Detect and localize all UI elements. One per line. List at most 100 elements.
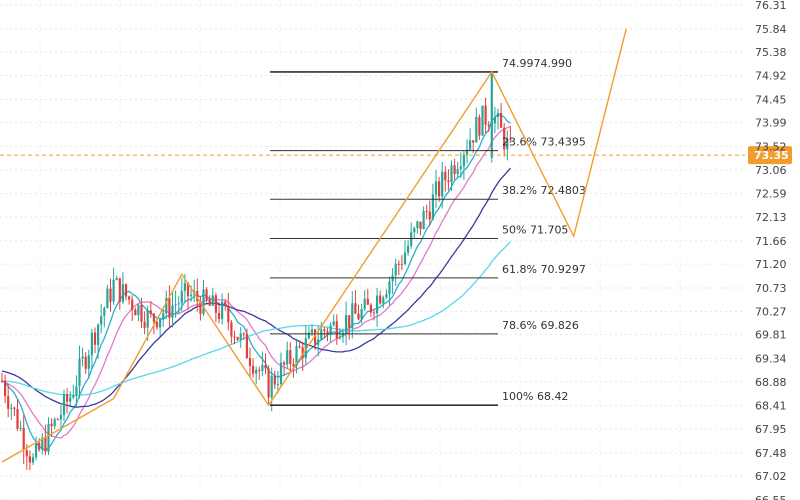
candle-body xyxy=(301,347,304,358)
candle-body xyxy=(465,149,469,155)
y-tick-label: 74.45 xyxy=(755,93,787,106)
candle-body xyxy=(224,301,227,306)
candle-body xyxy=(469,140,472,150)
candle-body xyxy=(239,333,242,340)
candle-body xyxy=(332,321,335,326)
candle-body xyxy=(385,293,388,298)
candle-body xyxy=(227,305,230,323)
candle-body xyxy=(171,305,174,318)
candle-body xyxy=(183,283,186,291)
candle-body xyxy=(279,362,283,384)
candle-body xyxy=(292,363,295,366)
y-tick-label: 67.02 xyxy=(755,470,787,483)
candle-body xyxy=(372,312,376,314)
candle-body xyxy=(53,419,56,427)
candle-body xyxy=(326,331,329,334)
candle-body xyxy=(245,334,248,359)
candle-body xyxy=(413,228,416,233)
fib-level-label: 74.9974.990 xyxy=(502,57,572,70)
candle-body xyxy=(444,171,447,181)
candle-body xyxy=(496,113,500,117)
candle-body xyxy=(416,221,419,229)
y-tick-label: 75.38 xyxy=(755,46,787,59)
y-tick-label: 72.59 xyxy=(755,188,787,201)
candle-body xyxy=(410,232,413,246)
candle-body xyxy=(447,180,450,183)
candle-body xyxy=(261,364,264,371)
candle-body xyxy=(267,368,270,398)
y-tick-label: 68.41 xyxy=(755,400,787,413)
candle-body xyxy=(475,116,478,143)
price-axis: 76.31 75.84 75.38 74.92 74.45 73.99 73.52 73.06… xyxy=(755,0,787,500)
candle-body xyxy=(320,329,323,340)
candle-body xyxy=(16,408,19,429)
candle-body xyxy=(478,116,481,136)
candle-body xyxy=(462,154,465,167)
candle-body xyxy=(214,295,217,313)
candle-body xyxy=(394,263,397,276)
candle-body xyxy=(255,369,258,374)
candle-body xyxy=(242,333,245,335)
candle-body xyxy=(44,437,47,452)
fib-level-label: 50% 71.705 xyxy=(502,224,568,237)
candle-body xyxy=(273,375,276,385)
candle-body xyxy=(500,113,503,128)
candle-body xyxy=(453,165,456,175)
candle-body xyxy=(341,332,345,337)
fibonacci-retracement[interactable]: 74.9974.990 23.6% 73.4395 38.2% 72.4803 50%… xyxy=(270,57,586,406)
candle-body xyxy=(506,138,509,150)
candle-body xyxy=(134,309,137,316)
candle-body xyxy=(481,105,484,136)
y-tick-label: 73.99 xyxy=(755,117,787,130)
y-tick-label: 69.34 xyxy=(755,352,787,365)
candle-body xyxy=(59,414,62,420)
candle-body xyxy=(310,329,314,333)
candle-body xyxy=(484,105,487,125)
candle-body xyxy=(434,181,438,195)
candle-body xyxy=(186,283,190,297)
candle-body xyxy=(400,263,403,265)
candle-body xyxy=(270,375,273,398)
candle-body xyxy=(199,301,202,314)
candle-body xyxy=(25,450,28,457)
candles xyxy=(0,71,512,471)
candle-body xyxy=(165,298,168,314)
candle-body xyxy=(422,210,425,229)
y-tick-label: 71.66 xyxy=(755,235,787,248)
candle-body xyxy=(441,171,444,197)
candle-body xyxy=(211,295,214,306)
candle-body xyxy=(388,281,391,294)
candle-body xyxy=(345,315,348,333)
candle-body xyxy=(202,289,205,314)
y-tick-label: 66.55 xyxy=(755,494,787,500)
candle-body xyxy=(69,397,72,402)
candle-body xyxy=(363,298,366,310)
y-tick-label: 76.31 xyxy=(755,0,787,12)
candle-body xyxy=(382,297,385,304)
candle-body xyxy=(354,303,357,314)
candle-body xyxy=(124,284,128,297)
candle-body xyxy=(233,336,236,338)
candle-body xyxy=(438,181,441,197)
candle-body xyxy=(97,324,100,345)
candle-body xyxy=(360,309,363,320)
candle-body xyxy=(109,288,112,302)
y-tick-label: 72.13 xyxy=(755,211,787,224)
candle-body xyxy=(314,329,317,345)
grid xyxy=(0,0,745,500)
y-tick-label: 73.52 xyxy=(755,141,787,154)
candle-body xyxy=(19,427,22,429)
candle-body xyxy=(252,365,255,374)
candle-body xyxy=(140,304,143,322)
candle-body xyxy=(13,407,16,409)
candle-body xyxy=(90,332,93,356)
y-tick-label: 67.95 xyxy=(755,423,787,436)
y-tick-label: 68.88 xyxy=(755,376,787,389)
y-tick-label: 75.84 xyxy=(755,23,787,36)
y-tick-label: 70.27 xyxy=(755,305,787,318)
candle-body xyxy=(397,263,400,265)
candle-body xyxy=(0,380,4,382)
candle-body xyxy=(66,394,69,402)
